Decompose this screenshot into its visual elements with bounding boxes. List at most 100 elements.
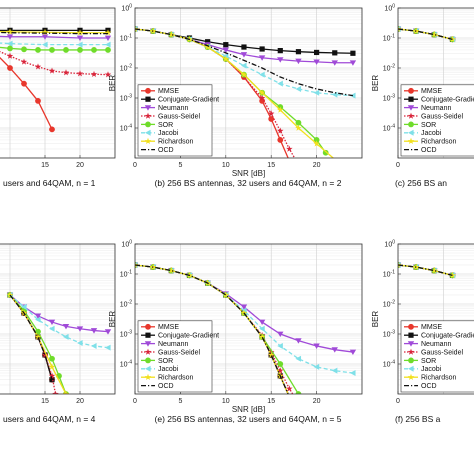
- data-point: [286, 385, 293, 392]
- x-tick-label: 0: [396, 398, 400, 405]
- data-point: [277, 127, 284, 134]
- data-point: [105, 47, 111, 53]
- data-point: [277, 48, 283, 54]
- series-line-richardson: [9, 294, 67, 394]
- data-point: [90, 328, 98, 334]
- panel-d: 15 20 users and 64QAM, n = 4: [0, 243, 116, 424]
- legend-marker: [408, 323, 414, 330]
- x-tick-label: 15: [267, 398, 275, 405]
- legend-label: Neumann: [421, 341, 451, 348]
- data-point: [34, 63, 42, 70]
- series-line-ocd: [135, 28, 354, 97]
- legend-marker: [145, 96, 151, 102]
- data-point: [21, 80, 27, 87]
- data-point: [258, 333, 266, 340]
- legend-marker: [145, 87, 151, 94]
- data-point: [168, 31, 175, 38]
- y-tick-label: 10-2: [383, 300, 395, 309]
- data-point: [62, 69, 70, 76]
- axes-frame: [0, 7, 116, 159]
- legend-marker: [145, 365, 151, 372]
- data-point: [77, 47, 83, 53]
- series-group: [6, 291, 112, 394]
- data-point: [20, 58, 28, 65]
- data-point: [277, 80, 283, 87]
- data-point: [7, 65, 13, 71]
- series-line-ocd: [135, 264, 289, 394]
- panel-caption: users and 64QAM, n = 4: [3, 414, 96, 424]
- legend-marker: [407, 341, 415, 347]
- data-point: [62, 390, 70, 394]
- y-tick-label: 100: [121, 4, 132, 13]
- data-point: [76, 35, 84, 41]
- y-tick-label: 10-4: [383, 124, 395, 133]
- legend-label: MMSE: [158, 324, 179, 331]
- y-tick-label: 10-4: [120, 360, 132, 369]
- data-point: [34, 333, 42, 340]
- data-point: [104, 329, 112, 335]
- data-point: [313, 59, 320, 65]
- legend-label: MMSE: [421, 324, 442, 331]
- legend-label: Gauss-Seidel: [158, 113, 200, 120]
- data-point: [295, 119, 302, 126]
- data-point: [277, 361, 284, 367]
- panel-f: 100 10-1 10-2 10-3 10-4 0 BER MMSE Conjugate-Gra…: [371, 240, 474, 424]
- x-tick-label: 10: [222, 162, 230, 169]
- y-tick-label: 10-3: [383, 330, 395, 339]
- y-tick-label: 10-1: [383, 270, 395, 279]
- data-point: [295, 85, 302, 92]
- data-point: [222, 47, 229, 53]
- series-line-ocd: [398, 264, 453, 276]
- legend-label: MMSE: [421, 88, 442, 95]
- data-point: [258, 319, 266, 326]
- y-tick-label: 10-3: [120, 94, 132, 103]
- legend-label: Neumann: [158, 341, 188, 348]
- legend: MMSE Conjugate-GradientNeumannGauss-Seide…: [137, 84, 219, 157]
- x-tick-label: 15: [41, 398, 49, 405]
- legend-label: Conjugate-Gradient: [158, 333, 219, 340]
- data-point: [314, 49, 320, 56]
- x-tick-label: 20: [76, 162, 84, 169]
- x-axis-label: SNR [dB]: [232, 405, 265, 414]
- axes-frame: [397, 243, 474, 395]
- legend-marker: [408, 121, 414, 128]
- x-tick-label: 15: [267, 162, 275, 169]
- data-point: [6, 34, 14, 40]
- panel-a: 15 20 users and 64QAM, n = 1: [0, 7, 116, 188]
- data-point: [91, 342, 97, 349]
- data-point: [77, 41, 83, 48]
- data-point: [34, 313, 42, 319]
- data-point: [49, 325, 55, 332]
- legend-marker: [145, 332, 151, 338]
- legend-marker: [407, 348, 415, 355]
- legend-marker: [407, 373, 415, 380]
- data-point: [63, 47, 69, 53]
- axes-frame: [0, 243, 116, 395]
- legend-marker: [408, 96, 414, 102]
- legend-marker: [408, 365, 414, 372]
- axes-frame: [397, 7, 474, 159]
- data-point: [48, 67, 56, 74]
- series-line-sor: [9, 294, 67, 394]
- data-point: [349, 349, 357, 356]
- x-tick-label: 0: [133, 398, 137, 405]
- data-point: [76, 326, 84, 332]
- x-axis-label: SNR [dB]: [232, 169, 265, 178]
- data-point: [267, 351, 275, 358]
- data-point: [286, 145, 293, 152]
- y-tick-label: 10-1: [120, 34, 132, 43]
- y-tick-label: 10-2: [383, 64, 395, 73]
- data-point: [331, 367, 338, 374]
- series-line-ocd: [0, 31, 108, 35]
- data-point: [52, 390, 59, 394]
- panel-caption: (b) 256 BS antennas, 32 users and 64QAM,…: [155, 178, 342, 188]
- series-line-ocd: [9, 294, 53, 380]
- x-tick-label: 10: [222, 398, 230, 405]
- data-point: [313, 363, 320, 370]
- legend: MMSE Conjugate-GradientNeumannGauss-Seide…: [400, 84, 474, 157]
- data-point: [277, 342, 283, 349]
- legend-label: Conjugate-Gradient: [421, 333, 474, 340]
- legend-box: [137, 84, 213, 157]
- y-axis-label: BER: [108, 311, 117, 328]
- data-point: [35, 316, 41, 323]
